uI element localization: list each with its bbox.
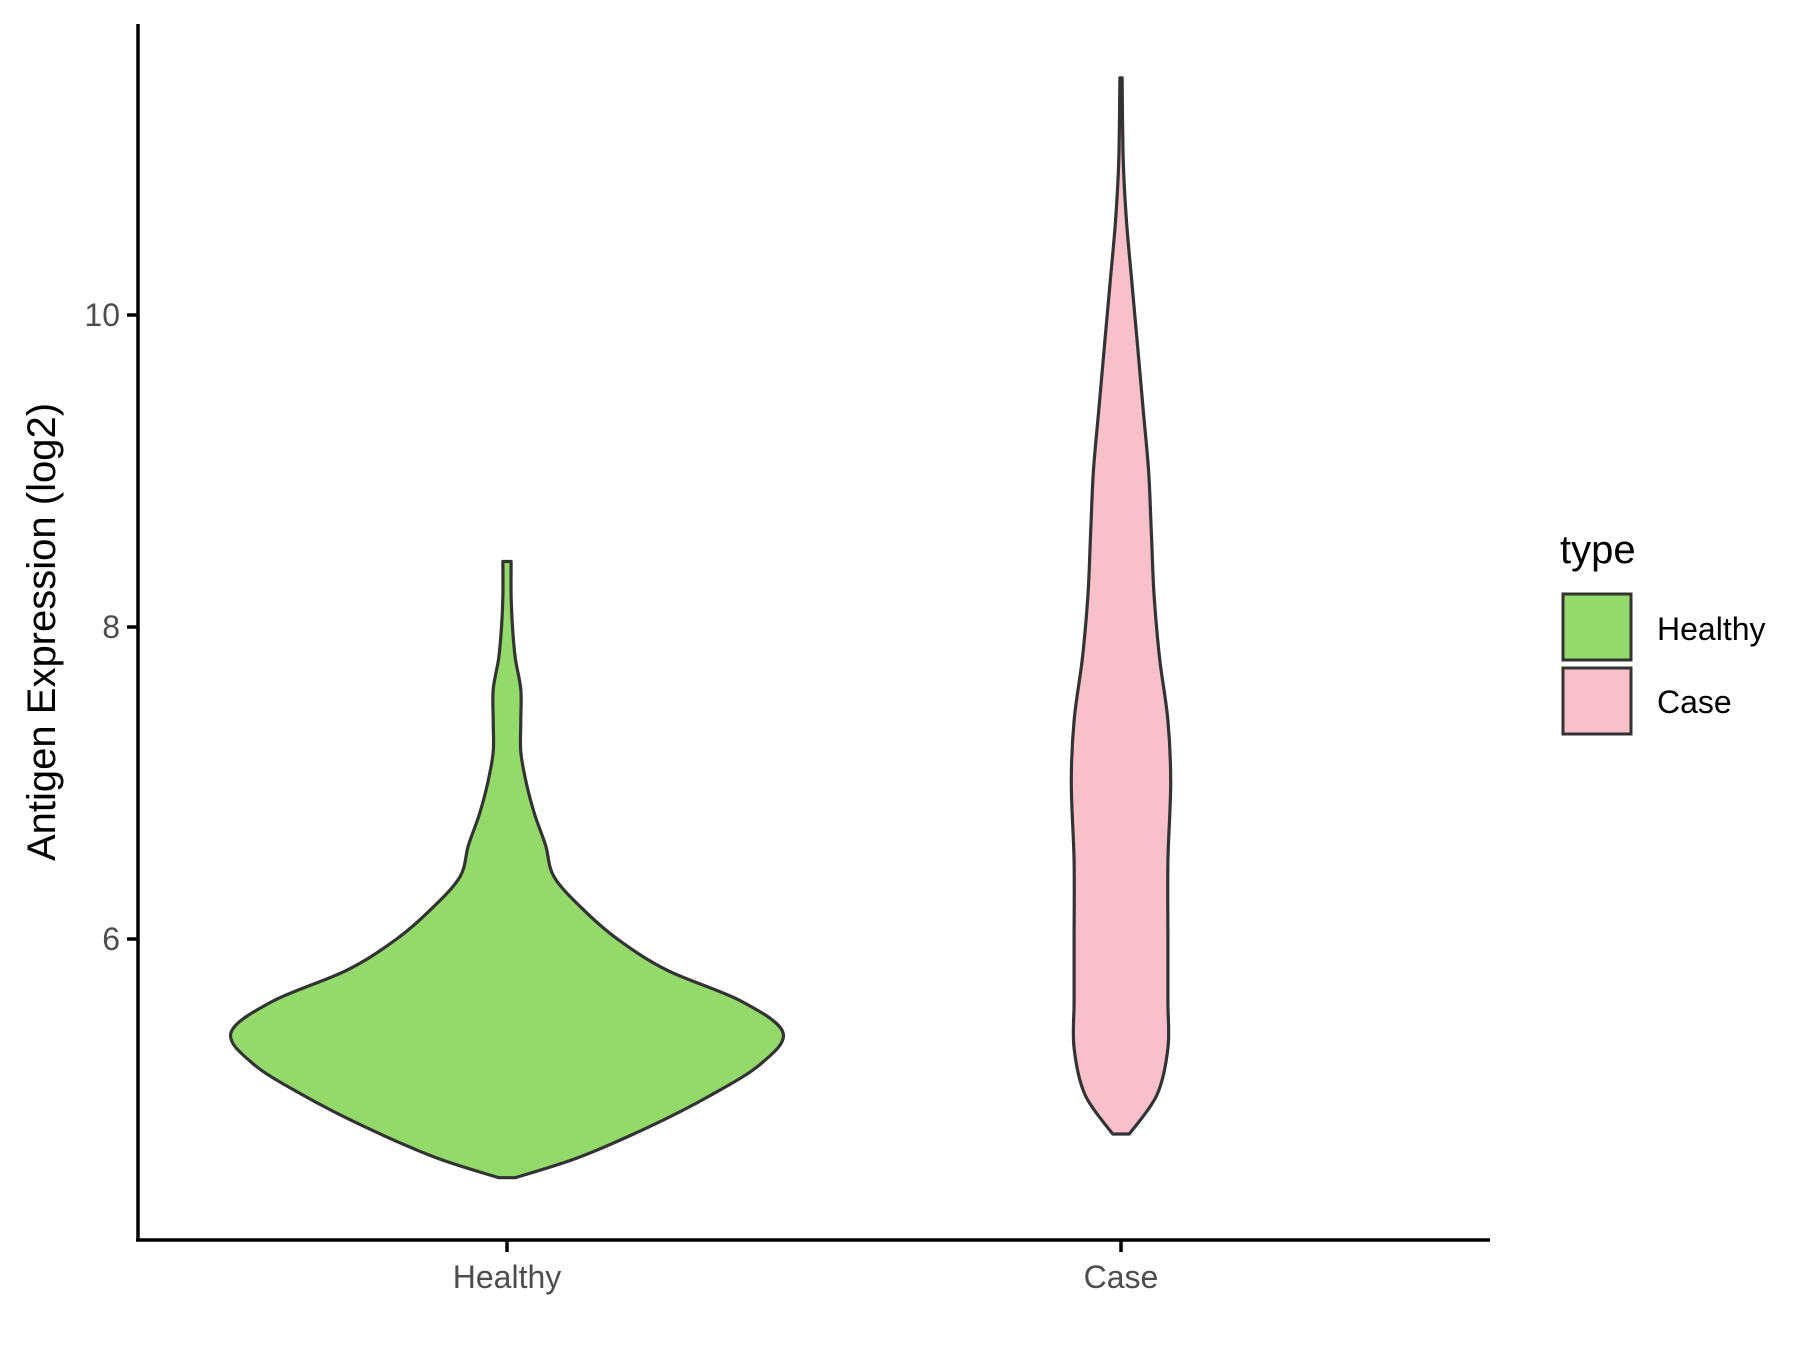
- y-tick-label: 8: [102, 609, 120, 645]
- x-tick-label: Case: [1084, 1259, 1159, 1295]
- y-axis-title: Antigen Expression (log2): [20, 403, 64, 861]
- legend: type Healthy Case: [1560, 528, 1766, 736]
- legend-swatch-case: [1561, 666, 1633, 736]
- plot-area: [228, 76, 1173, 1180]
- legend-label-healthy: Healthy: [1657, 611, 1766, 647]
- legend-title: type: [1560, 528, 1636, 572]
- legend-swatch-healthy: [1561, 592, 1633, 662]
- x-ticks: Healthy Case: [453, 1240, 1159, 1295]
- x-tick-label: Healthy: [453, 1259, 562, 1295]
- violin-case: [1069, 76, 1173, 1136]
- y-ticks: 6 8 10: [84, 297, 138, 957]
- violin-healthy: [228, 559, 786, 1180]
- legend-label-case: Case: [1657, 684, 1732, 720]
- y-tick-label: 10: [84, 297, 120, 333]
- y-tick-label: 6: [102, 921, 120, 957]
